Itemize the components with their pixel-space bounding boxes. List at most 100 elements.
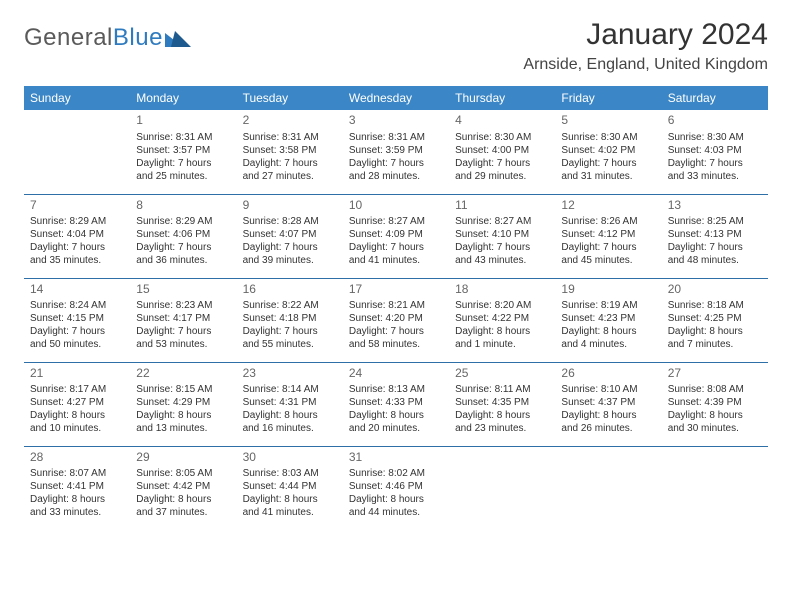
weekday-header: Tuesday [237, 86, 343, 110]
calendar-day-cell: 19Sunrise: 8:19 AMSunset: 4:23 PMDayligh… [555, 278, 661, 362]
daylight-line: Daylight: 7 hours [349, 241, 443, 254]
brand-name-b: Blue [113, 24, 163, 51]
daylight-line: and 53 minutes. [136, 338, 230, 351]
daylight-line: Daylight: 7 hours [136, 241, 230, 254]
calendar-week-row: 14Sunrise: 8:24 AMSunset: 4:15 PMDayligh… [24, 278, 768, 362]
day-number: 5 [561, 113, 655, 129]
calendar-day-cell: 31Sunrise: 8:02 AMSunset: 4:46 PMDayligh… [343, 446, 449, 530]
day-number: 1 [136, 113, 230, 129]
sunrise-line: Sunrise: 8:11 AM [455, 383, 549, 396]
daylight-line: and 13 minutes. [136, 422, 230, 435]
calendar-day-cell: 17Sunrise: 8:21 AMSunset: 4:20 PMDayligh… [343, 278, 449, 362]
calendar-week-row: 1 Sunrise: 8:31 AM Sunset: 3:57 PM Daylight… [24, 110, 768, 194]
sunset-line: Sunset: 4:27 PM [30, 396, 124, 409]
sunset-line: Sunset: 4:13 PM [668, 228, 762, 241]
daylight-line: Daylight: 7 hours [243, 157, 337, 170]
daylight-line: Daylight: 7 hours [30, 325, 124, 338]
daylight-line: and 16 minutes. [243, 422, 337, 435]
sunrise-line: Sunrise: 8:14 AM [243, 383, 337, 396]
daylight-line: Daylight: 8 hours [243, 409, 337, 422]
day-number: 16 [243, 282, 337, 298]
sunset-line: Sunset: 4:25 PM [668, 312, 762, 325]
sunset-line: Sunset: 4:04 PM [30, 228, 124, 241]
day-number: 10 [349, 198, 443, 214]
sunset-line: Sunset: 4:18 PM [243, 312, 337, 325]
sunrise-line: Sunrise: 8:17 AM [30, 383, 124, 396]
calendar-day-cell: 6Sunrise: 8:30 AMSunset: 4:03 PMDaylight… [662, 110, 768, 194]
sunset-line: Sunset: 3:58 PM [243, 144, 337, 157]
daylight-line: and 29 minutes. [455, 170, 549, 183]
sunset-line: Sunset: 4:22 PM [455, 312, 549, 325]
sunset-line: Sunset: 4:00 PM [455, 144, 549, 157]
daylight-line: and 27 minutes. [243, 170, 337, 183]
brand-name: GeneralBlue [24, 24, 163, 52]
calendar-day-cell: 12Sunrise: 8:26 AMSunset: 4:12 PMDayligh… [555, 194, 661, 278]
sunrise-line: Sunrise: 8:03 AM [243, 467, 337, 480]
weekday-header: Sunday [24, 86, 130, 110]
day-number: 23 [243, 366, 337, 382]
weekday-header: Monday [130, 86, 236, 110]
calendar-day-cell: 13Sunrise: 8:25 AMSunset: 4:13 PMDayligh… [662, 194, 768, 278]
calendar-week-row: 28Sunrise: 8:07 AMSunset: 4:41 PMDayligh… [24, 446, 768, 530]
daylight-line: Daylight: 7 hours [349, 325, 443, 338]
sunrise-line: Sunrise: 8:19 AM [561, 299, 655, 312]
day-number: 31 [349, 450, 443, 466]
daylight-line: Daylight: 8 hours [136, 409, 230, 422]
day-number: 3 [349, 113, 443, 129]
daylight-line: and 35 minutes. [30, 254, 124, 267]
daylight-line: and 33 minutes. [668, 170, 762, 183]
sunrise-line: Sunrise: 8:13 AM [349, 383, 443, 396]
daylight-line: and 23 minutes. [455, 422, 549, 435]
calendar-day-cell: 27Sunrise: 8:08 AMSunset: 4:39 PMDayligh… [662, 362, 768, 446]
daylight-line: Daylight: 8 hours [349, 409, 443, 422]
calendar-empty-cell [449, 446, 555, 530]
daylight-line: Daylight: 8 hours [561, 409, 655, 422]
sunrise-line: Sunrise: 8:21 AM [349, 299, 443, 312]
daylight-line: Daylight: 8 hours [243, 493, 337, 506]
page-title: January 2024 [523, 18, 768, 52]
sunrise-line: Sunrise: 8:31 AM [349, 131, 443, 144]
sunrise-line: Sunrise: 8:02 AM [349, 467, 443, 480]
day-number: 20 [668, 282, 762, 298]
daylight-line: and 4 minutes. [561, 338, 655, 351]
sunrise-line: Sunrise: 8:10 AM [561, 383, 655, 396]
daylight-line: and 33 minutes. [30, 506, 124, 519]
daylight-line: Daylight: 8 hours [561, 325, 655, 338]
sunrise-line: Sunrise: 8:30 AM [561, 131, 655, 144]
header: GeneralBlue January 2024 Arnside, Englan… [24, 18, 768, 74]
daylight-line: Daylight: 7 hours [561, 157, 655, 170]
sunrise-line: Sunrise: 8:29 AM [30, 215, 124, 228]
day-number: 21 [30, 366, 124, 382]
daylight-line: Daylight: 7 hours [243, 241, 337, 254]
day-number: 25 [455, 366, 549, 382]
daylight-line: and 1 minute. [455, 338, 549, 351]
daylight-line: and 25 minutes. [136, 170, 230, 183]
daylight-line: Daylight: 7 hours [349, 157, 443, 170]
daylight-line: and 45 minutes. [561, 254, 655, 267]
weekday-header: Saturday [662, 86, 768, 110]
calendar-day-cell: 8Sunrise: 8:29 AMSunset: 4:06 PMDaylight… [130, 194, 236, 278]
sunset-line: Sunset: 4:12 PM [561, 228, 655, 241]
sunrise-line: Sunrise: 8:26 AM [561, 215, 655, 228]
brand-name-a: General [24, 24, 113, 51]
sunrise-line: Sunrise: 8:20 AM [455, 299, 549, 312]
weekday-header: Wednesday [343, 86, 449, 110]
daylight-line: and 48 minutes. [668, 254, 762, 267]
weekday-header-row: SundayMondayTuesdayWednesdayThursdayFrid… [24, 86, 768, 110]
day-number: 6 [668, 113, 762, 129]
calendar-table: SundayMondayTuesdayWednesdayThursdayFrid… [24, 86, 768, 530]
daylight-line: and 39 minutes. [243, 254, 337, 267]
daylight-line: and 26 minutes. [561, 422, 655, 435]
calendar-body: 1 Sunrise: 8:31 AM Sunset: 3:57 PM Daylight… [24, 110, 768, 530]
calendar-day-cell: 11Sunrise: 8:27 AMSunset: 4:10 PMDayligh… [449, 194, 555, 278]
daylight-line: and 55 minutes. [243, 338, 337, 351]
sunrise-line: Sunrise: 8:30 AM [668, 131, 762, 144]
sunrise-line: Sunrise: 8:15 AM [136, 383, 230, 396]
calendar-day-cell: 24Sunrise: 8:13 AMSunset: 4:33 PMDayligh… [343, 362, 449, 446]
calendar-day-cell: 15Sunrise: 8:23 AMSunset: 4:17 PMDayligh… [130, 278, 236, 362]
calendar-empty-cell [555, 446, 661, 530]
day-number: 7 [30, 198, 124, 214]
day-number: 14 [30, 282, 124, 298]
sunset-line: Sunset: 3:57 PM [136, 144, 230, 157]
calendar-day-cell: 23Sunrise: 8:14 AMSunset: 4:31 PMDayligh… [237, 362, 343, 446]
